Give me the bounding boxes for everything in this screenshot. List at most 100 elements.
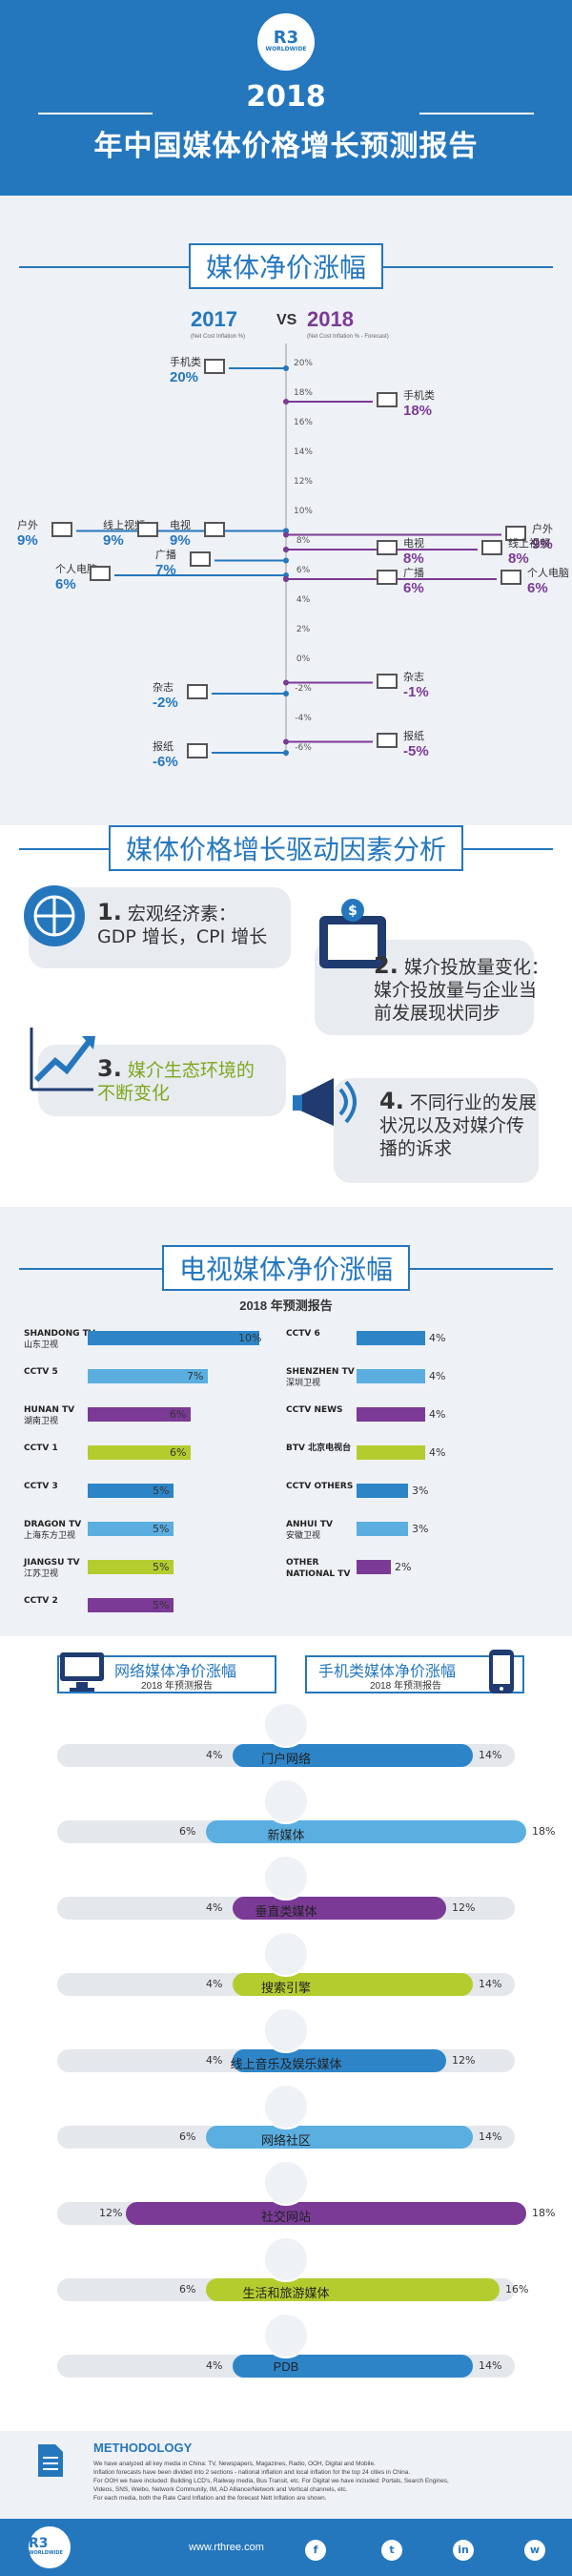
point-2017-6 bbox=[283, 691, 289, 696]
methodology-title: METHODOLOGY bbox=[93, 2441, 193, 2455]
tv-left-cn-6: 江苏卫视 bbox=[24, 1569, 59, 1579]
mobile-media-title: 手机类媒体净价涨幅 bbox=[318, 1664, 457, 1680]
right-pct-0: 18% bbox=[403, 403, 433, 419]
dig-left-val-3: 4% bbox=[206, 1978, 223, 1990]
tv-left-bar-2 bbox=[88, 1407, 191, 1422]
left-label-5: 广播 bbox=[155, 549, 176, 561]
tv-right-name-2: CCTV NEWS bbox=[286, 1405, 343, 1415]
dig-left-bar-7 bbox=[206, 2278, 286, 2301]
dig-left-val-8: 4% bbox=[206, 2359, 223, 2372]
dig-right-bar-1 bbox=[286, 1820, 526, 1843]
footer-bar: R3 WORLDWIDE www.rthree.com f t in w bbox=[0, 2519, 572, 2576]
right-media-icon-1 bbox=[505, 525, 526, 541]
left-pct-1: 9% bbox=[17, 531, 38, 549]
right-pct-5: 6% bbox=[403, 580, 424, 596]
right-media-icon-2 bbox=[481, 540, 502, 555]
dig-right-val-4: 12% bbox=[452, 2054, 476, 2067]
dig-left-bar-6 bbox=[126, 2202, 286, 2225]
factor-1-text: 1. 宏观经济素： GDP 增长，CPI 增长 bbox=[97, 899, 268, 947]
mobile-media-sub: 2018 年预测报告 bbox=[370, 1681, 442, 1692]
year-2018: 2018 bbox=[307, 307, 354, 331]
tv-left-name-3: CCTV 1 bbox=[24, 1444, 58, 1453]
left-label-6: 杂志 bbox=[153, 682, 174, 694]
left-pct-5: 7% bbox=[155, 561, 176, 578]
dig-left-bar-5 bbox=[206, 2126, 286, 2149]
factor-4-card bbox=[334, 1078, 539, 1183]
point-2018-0 bbox=[283, 399, 289, 405]
left-media-icon-3 bbox=[204, 521, 225, 537]
tv-left-name-4: CCTV 3 bbox=[24, 1482, 58, 1491]
dig-label-8: PDB bbox=[273, 2359, 299, 2374]
left-pct-6: -2% bbox=[153, 695, 178, 711]
left-label-0: 手机类 bbox=[170, 357, 201, 368]
point-2017-5 bbox=[283, 557, 289, 564]
point-2018-3 bbox=[283, 547, 289, 552]
right-label-5: 广播 bbox=[403, 568, 424, 579]
left-pct-3: 9% bbox=[170, 531, 191, 549]
tv-right-name-3: BTV 北京电视台 bbox=[286, 1444, 352, 1453]
left-label-7: 报纸 bbox=[153, 741, 174, 753]
right-label-7: 报纸 bbox=[403, 730, 424, 742]
tv-right-val-6: 2% bbox=[395, 1561, 412, 1573]
dig-right-bar-0 bbox=[286, 1744, 473, 1767]
tv-left-val-3: 6% bbox=[170, 1446, 187, 1459]
tv-right-cn-6: NATIONAL TV bbox=[286, 1569, 351, 1579]
linkedin-icon[interactable]: in bbox=[453, 2540, 474, 2561]
left-media-icon-5 bbox=[190, 551, 211, 567]
right-media-icon-4 bbox=[500, 570, 521, 585]
tv-left-name-7: CCTV 2 bbox=[24, 1596, 58, 1606]
dig-left-val-5: 6% bbox=[179, 2130, 196, 2143]
right-label-0: 手机类 bbox=[403, 390, 435, 402]
footer-url[interactable]: www.rthree.com bbox=[189, 2542, 264, 2553]
methodology-text: We have analyzed all key media in China:… bbox=[93, 2461, 449, 2502]
tv-right-bar-0 bbox=[357, 1331, 425, 1345]
subtitle-2017: (Net Cost Inflation %) bbox=[191, 334, 246, 340]
tv-right-name-1: SHENZHEN TV bbox=[286, 1367, 355, 1377]
right-media-icon-0 bbox=[377, 392, 398, 407]
twitter-icon[interactable]: t bbox=[381, 2540, 402, 2561]
tv-left-cn-0: 山东卫视 bbox=[24, 1340, 59, 1350]
left-pct-4: 6% bbox=[55, 576, 76, 592]
dig-left-bar-1 bbox=[206, 1820, 286, 1843]
right-pct-4: 6% bbox=[527, 580, 548, 596]
tv-left-val-2: 6% bbox=[170, 1408, 187, 1421]
tv-left-name-2: HUNAN TV bbox=[24, 1405, 75, 1415]
axis-tick-label: 16% bbox=[294, 418, 313, 427]
travel-icon bbox=[263, 2236, 309, 2282]
right-pct-1: 9% bbox=[532, 535, 553, 552]
megaphone-icon bbox=[293, 1078, 357, 1126]
right-pct-2: 8% bbox=[508, 551, 529, 567]
dig-left-bar-2 bbox=[233, 1897, 286, 1920]
weibo-icon[interactable]: w bbox=[524, 2540, 545, 2561]
facebook-icon[interactable]: f bbox=[305, 2540, 326, 2561]
tv-right-name-5: ANHUI TV bbox=[286, 1520, 333, 1529]
growth-chart-icon bbox=[30, 1028, 95, 1091]
year-2017: 2017 bbox=[191, 307, 237, 331]
document-icon bbox=[38, 2444, 63, 2477]
tv-left-bar-5 bbox=[88, 1522, 174, 1536]
cloud-music-icon bbox=[263, 2007, 309, 2053]
axis-tick-label: 2% bbox=[296, 625, 311, 634]
tv-right-val-0: 4% bbox=[429, 1332, 446, 1344]
svg-text:$: $ bbox=[348, 904, 358, 919]
left-pct-7: -6% bbox=[153, 754, 178, 770]
axis-tick-label: -2% bbox=[295, 684, 312, 694]
tv-left-name-0: SHANDONG TV bbox=[24, 1329, 95, 1339]
dig-right-bar-6 bbox=[286, 2202, 526, 2225]
dig-right-val-7: 16% bbox=[505, 2283, 529, 2296]
left-media-icon-1 bbox=[51, 521, 72, 537]
dig-right-bar-8 bbox=[286, 2355, 473, 2378]
right-label-1: 户外 bbox=[532, 523, 553, 535]
dig-label-2: 垂直类媒体 bbox=[255, 1904, 317, 1919]
tv-left-bar-3 bbox=[88, 1445, 191, 1460]
section2-title: 媒体价格增长驱动因素分析 bbox=[0, 825, 572, 871]
dig-left-bar-4 bbox=[233, 2049, 286, 2072]
axis-tick-label: 18% bbox=[294, 388, 313, 398]
methodology-bg bbox=[0, 2431, 572, 2519]
dig-right-val-1: 18% bbox=[532, 1825, 556, 1838]
section1-title: 媒体净价涨幅 bbox=[0, 243, 572, 289]
database-icon bbox=[263, 2313, 309, 2358]
tv-right-bar-5 bbox=[357, 1522, 408, 1536]
dig-label-1: 新媒体 bbox=[267, 1828, 305, 1842]
